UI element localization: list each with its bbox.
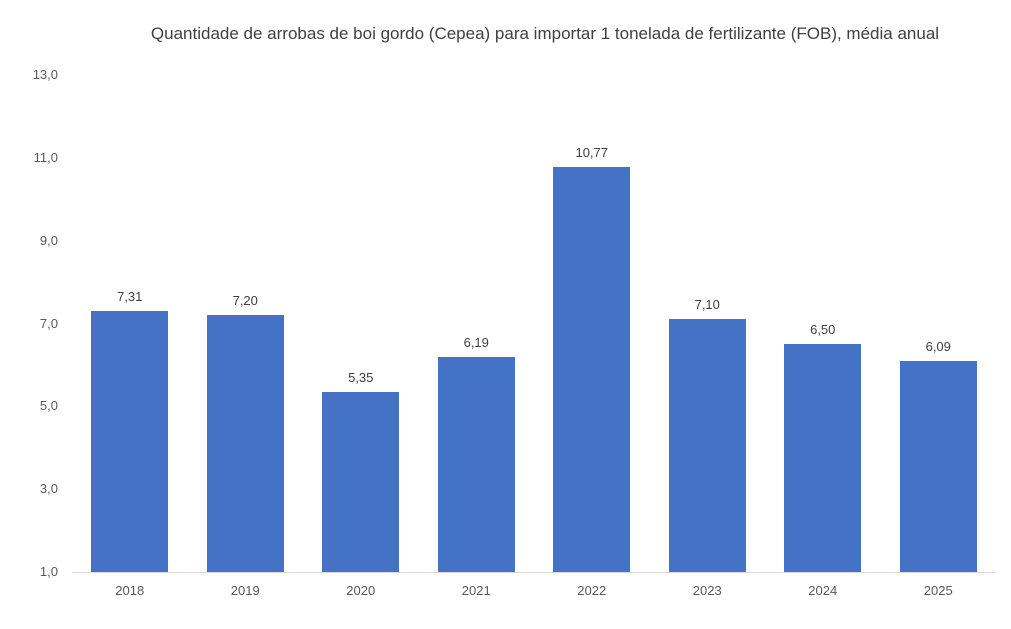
x-tick-label: 2020 <box>346 583 376 598</box>
x-tick-label: 2022 <box>577 583 607 598</box>
x-tick-label: 2021 <box>461 583 491 598</box>
x-tick-label: 2018 <box>115 583 145 598</box>
bar-2024 <box>784 344 862 572</box>
y-tick-label: 5,0 <box>39 398 58 413</box>
data-label: 10,77 <box>575 145 609 161</box>
x-tick-label: 2023 <box>692 583 722 598</box>
y-tick-label: 11,0 <box>33 150 58 165</box>
y-tick-label: 1,0 <box>39 564 58 579</box>
x-tick-label: 2019 <box>230 583 260 598</box>
data-label: 7,20 <box>232 293 258 309</box>
data-label: 6,19 <box>463 335 489 351</box>
chart-title: Quantidade de arrobas de boi gordo (Cepe… <box>150 24 940 43</box>
data-label: 5,35 <box>348 369 374 385</box>
y-tick-label: 9,0 <box>39 233 58 248</box>
data-label: 6,50 <box>810 322 836 338</box>
x-tick-label: 2025 <box>923 583 953 598</box>
bar-2019 <box>206 315 284 572</box>
y-tick-label: 13,0 <box>32 67 58 82</box>
x-tick-label: 2024 <box>808 583 838 598</box>
y-tick-label: 7,0 <box>39 316 58 331</box>
x-axis-line <box>72 572 996 573</box>
data-label: 7,31 <box>117 288 143 304</box>
data-label: 7,10 <box>694 297 720 313</box>
bar-2022 <box>553 167 631 572</box>
bar-2025 <box>899 361 977 572</box>
bar-2023 <box>668 319 746 572</box>
y-tick-label: 3,0 <box>39 481 58 496</box>
bar-2020 <box>322 391 400 572</box>
data-label: 6,09 <box>925 339 951 355</box>
bar-2018 <box>91 310 169 572</box>
bar-2021 <box>437 357 515 572</box>
